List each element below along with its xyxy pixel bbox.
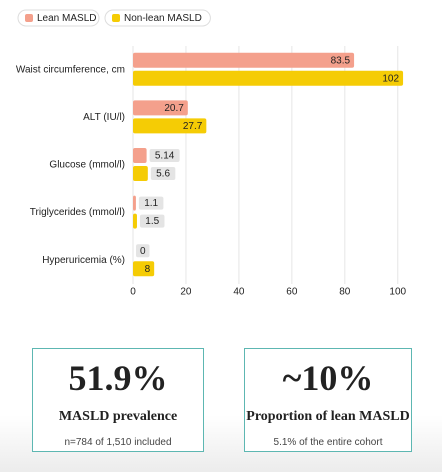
y-tick-label: Waist circumference, cm — [16, 64, 125, 75]
legend-label: Lean MASLD — [37, 13, 96, 24]
x-tick-label: 40 — [233, 287, 245, 298]
value-label-bg — [150, 167, 176, 180]
bar — [133, 213, 137, 229]
y-tick-label: Triglycerides (mmol/l) — [30, 207, 125, 218]
stat-value: 51.9% — [68, 358, 168, 398]
bar — [133, 195, 136, 211]
value-label: 8 — [145, 264, 151, 275]
value-label: 83.5 — [331, 55, 351, 66]
stat-label: MASLD prevalence — [58, 409, 178, 424]
value-label: 5.14 — [155, 151, 175, 162]
bar — [133, 100, 188, 116]
legend-swatch — [25, 14, 33, 22]
value-label: 27.7 — [183, 121, 203, 132]
value-label-bg — [149, 149, 180, 162]
x-tick-label: 80 — [339, 287, 351, 298]
y-tick-label: Hyperuricemia (%) — [42, 255, 125, 266]
bar — [133, 261, 155, 277]
legend-swatch — [112, 14, 120, 22]
bar — [133, 118, 207, 134]
value-label-bg — [138, 196, 164, 210]
legend-label: Non-lean MASLD — [124, 13, 202, 24]
value-label: 102 — [382, 73, 399, 84]
value-label: 1.1 — [144, 198, 158, 209]
legend-pill — [17, 9, 100, 27]
y-tick-label: ALT (IU/l) — [83, 112, 125, 123]
stat-value: ~10% — [282, 358, 374, 398]
stat-label: Proportion of lean MASLD — [246, 409, 410, 424]
value-label-bg — [139, 214, 165, 228]
stat-note: 5.1% of the entire cohort — [273, 437, 383, 448]
bar — [133, 52, 355, 68]
value-label: 20.7 — [164, 103, 184, 114]
bar — [133, 166, 148, 181]
legend-pill — [104, 9, 211, 27]
stat-note: n=784 of 1,510 included — [64, 437, 172, 448]
x-tick-label: 20 — [180, 287, 192, 298]
value-label: 5.6 — [156, 169, 170, 180]
x-tick-label: 100 — [389, 287, 406, 298]
value-label: 1.5 — [145, 216, 159, 227]
y-tick-label: Glucose (mmol/l) — [49, 160, 125, 171]
value-label: 0 — [140, 246, 146, 257]
bar — [133, 148, 147, 163]
x-tick-label: 60 — [286, 287, 298, 298]
x-tick-label: 0 — [130, 287, 136, 298]
value-label-bg — [136, 244, 150, 258]
stat-card: ~10% Proportion of lean MASLD 5.1% of th… — [244, 348, 412, 452]
bar — [133, 70, 404, 86]
stat-card: 51.9% MASLD prevalence n=784 of 1,510 in… — [32, 348, 204, 452]
